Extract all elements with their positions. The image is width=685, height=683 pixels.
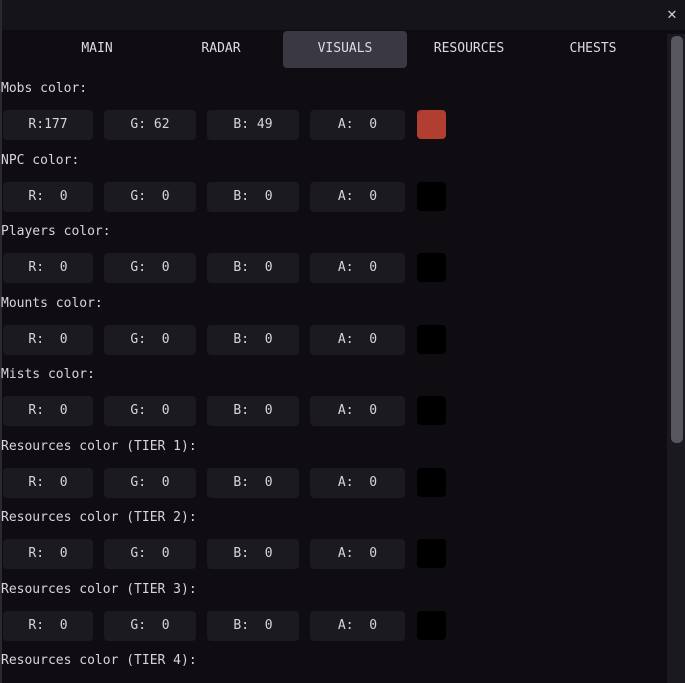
color-swatch[interactable] (417, 110, 446, 139)
color-swatch[interactable] (417, 181, 446, 211)
green-field[interactable]: G: 0 (104, 539, 196, 569)
color-setting-label: Resources color (TIER 3): (1, 581, 197, 597)
color-setting: Resources color (TIER 4): (0, 651, 667, 671)
green-field[interactable]: G: 62 (104, 110, 196, 140)
alpha-field[interactable]: A: 0 (310, 610, 405, 641)
color-swatch[interactable] (417, 324, 446, 354)
green-field[interactable]: G: 0 (104, 253, 196, 283)
alpha-field[interactable]: A: 0 (310, 396, 405, 426)
red-field[interactable]: R: 0 (3, 467, 93, 498)
red-field[interactable]: R:177 (3, 110, 93, 140)
window-border (0, 0, 2, 683)
red-field[interactable]: R: 0 (3, 610, 93, 641)
tab-radar[interactable]: RADAR (201, 41, 241, 56)
tab-bar: MAIN RADAR VISUALS RESOURCES CHESTS (35, 31, 655, 68)
color-setting-label: Resources color (TIER 2): (1, 510, 197, 525)
close-icon[interactable]: ✕ (667, 4, 677, 23)
tab-main[interactable]: MAIN (81, 41, 113, 56)
blue-field[interactable]: B: 0 (207, 610, 299, 641)
red-field[interactable]: R: 0 (3, 396, 93, 426)
visuals-settings-panel: Mobs color: R:177 G: 62 B: 49 A: 0 NPC color:… (0, 79, 667, 671)
color-setting-label: Mists color: (1, 367, 95, 382)
color-setting: Mists color: R: 0 G: 0 B: 0 A: 0 (0, 365, 667, 437)
color-setting: Mounts color: R: 0 G: 0 B: 0 A: 0 (0, 294, 667, 366)
blue-field[interactable]: B: 0 (207, 181, 299, 212)
color-swatch[interactable] (417, 396, 446, 425)
title-bar (0, 0, 685, 30)
alpha-field[interactable]: A: 0 (310, 324, 405, 355)
green-field[interactable]: G: 0 (104, 396, 196, 426)
alpha-field[interactable]: A: 0 (310, 467, 405, 498)
alpha-field[interactable]: A: 0 (310, 181, 405, 212)
color-setting: Mobs color: R:177 G: 62 B: 49 A: 0 (0, 79, 667, 151)
blue-field[interactable]: B: 0 (207, 324, 299, 355)
alpha-field[interactable]: A: 0 (310, 539, 405, 569)
scrollbar-thumb[interactable] (671, 36, 683, 443)
red-field[interactable]: R: 0 (3, 253, 93, 283)
blue-field[interactable]: B: 0 (207, 467, 299, 498)
color-swatch[interactable] (417, 253, 446, 282)
color-setting-label: Resources color (TIER 1): (1, 438, 197, 454)
color-setting-label: Mounts color: (1, 295, 103, 311)
color-setting: Resources color (TIER 2): R: 0 G: 0 B: 0 A: … (0, 508, 667, 580)
red-field[interactable]: R: 0 (3, 324, 93, 355)
color-swatch[interactable] (417, 467, 446, 497)
blue-field[interactable]: B: 0 (207, 539, 299, 569)
green-field[interactable]: G: 0 (104, 610, 196, 641)
tab-visuals[interactable]: VISUALS (283, 31, 407, 68)
color-setting: NPC color: R: 0 G: 0 B: 0 A: 0 (0, 151, 667, 223)
green-field[interactable]: G: 0 (104, 467, 196, 498)
color-setting-label: Resources color (TIER 4): (1, 653, 197, 668)
color-setting: Resources color (TIER 3): R: 0 G: 0 B: 0 A: … (0, 580, 667, 652)
blue-field[interactable]: B: 49 (207, 110, 299, 140)
color-setting-label: Mobs color: (1, 81, 88, 96)
alpha-field[interactable]: A: 0 (310, 110, 405, 140)
alpha-field[interactable]: A: 0 (310, 253, 405, 283)
blue-field[interactable]: B: 0 (207, 396, 299, 426)
color-setting-label: NPC color: (1, 152, 80, 168)
green-field[interactable]: G: 0 (104, 181, 196, 212)
color-swatch[interactable] (417, 610, 446, 640)
red-field[interactable]: R: 0 (3, 539, 93, 569)
color-swatch[interactable] (417, 539, 446, 568)
color-setting: Resources color (TIER 1): R: 0 G: 0 B: 0 A: … (0, 437, 667, 509)
red-field[interactable]: R: 0 (3, 181, 93, 212)
color-setting-label: Players color: (1, 224, 111, 239)
green-field[interactable]: G: 0 (104, 324, 196, 355)
tab-resources[interactable]: RESOURCES (433, 41, 505, 56)
tab-chests[interactable]: CHESTS (569, 41, 617, 56)
blue-field[interactable]: B: 0 (207, 253, 299, 283)
color-setting: Players color: R: 0 G: 0 B: 0 A: 0 (0, 222, 667, 294)
